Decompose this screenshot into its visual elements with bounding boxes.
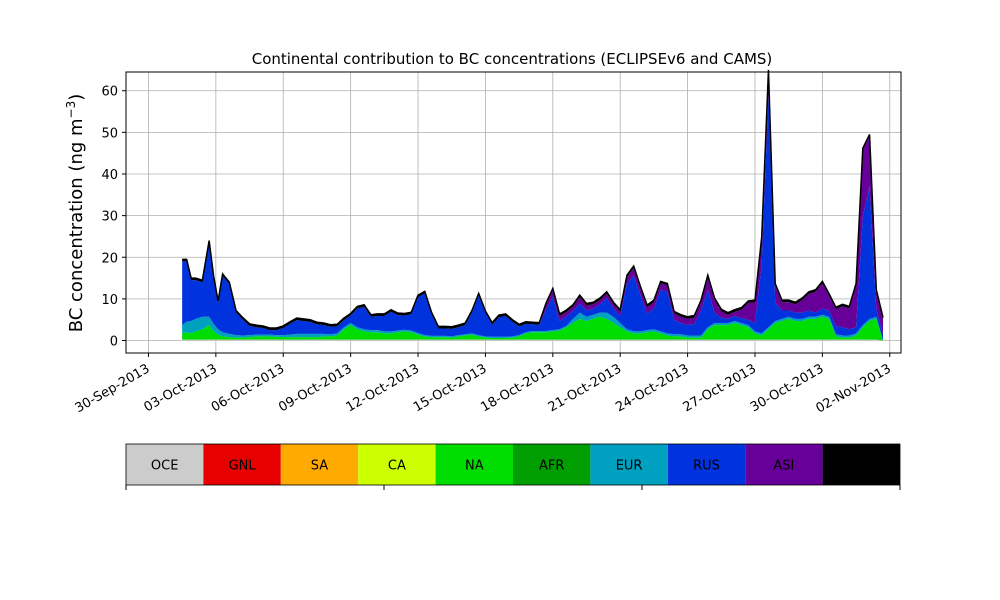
colorbar-swatch-ca — [358, 444, 436, 485]
colorbar-label-na: NA — [465, 459, 484, 474]
colorbar-swatch-na — [435, 444, 513, 485]
area-oce — [182, 339, 884, 341]
area-asi — [182, 72, 884, 335]
colorbar-swatch-rus — [667, 444, 746, 485]
total-concentration-line — [182, 69, 884, 329]
colorbar-label-aus: AUS — [848, 459, 875, 474]
y-axis-label-main: BC concentration (ng m — [66, 118, 87, 332]
area-rus — [182, 92, 884, 341]
colorbar-swatch-aus — [822, 444, 900, 485]
area-na — [182, 316, 884, 341]
colorbar-label-eur: EUR — [616, 459, 643, 474]
colorbar-label-gnl: GNL — [229, 459, 257, 474]
y-tick-label: 30 — [101, 210, 118, 225]
colorbar-label-sa: SA — [311, 459, 328, 474]
colorbar-swatch-gnl — [203, 444, 281, 485]
colorbar-label-oce: OCE — [151, 459, 179, 474]
y-axis-label: BC concentration (ng m−3) — [64, 94, 87, 333]
colorbar-label-asi: ASI — [773, 459, 794, 474]
y-tick-label: 0 — [110, 335, 118, 350]
region-colorbar: OCE GNL SA CA NA AFR EUR RUS ASI AUS — [125, 443, 901, 490]
plot-frame — [125, 71, 902, 354]
y-axis-ticks: 0 10 20 30 40 50 60 — [101, 85, 126, 350]
y-axis-label-close: ) — [66, 94, 87, 101]
y-axis-label-exponent: −3 — [64, 101, 78, 119]
y-tick-label: 10 — [101, 293, 118, 308]
colorbar-label-ca: CA — [388, 459, 406, 474]
colorbar-label-rus: RUS — [693, 459, 720, 474]
y-tick-label: 40 — [101, 168, 118, 183]
colorbar-swatch-oce — [126, 444, 204, 485]
colorbar-swatch-asi — [745, 444, 823, 485]
colorbar-label-afr: AFR — [539, 459, 564, 474]
stacked-areas — [182, 69, 884, 341]
y-tick-label: 20 — [101, 251, 118, 266]
y-tick-label: 50 — [101, 126, 118, 141]
colorbar-swatch-eur — [590, 444, 668, 485]
colorbar-swatch-sa — [280, 444, 359, 485]
chart-title: Continental contribution to BC concentra… — [252, 50, 773, 68]
colorbar-swatch-afr — [513, 444, 591, 485]
colorbar-frame — [125, 443, 901, 486]
y-tick-label: 60 — [101, 85, 118, 100]
